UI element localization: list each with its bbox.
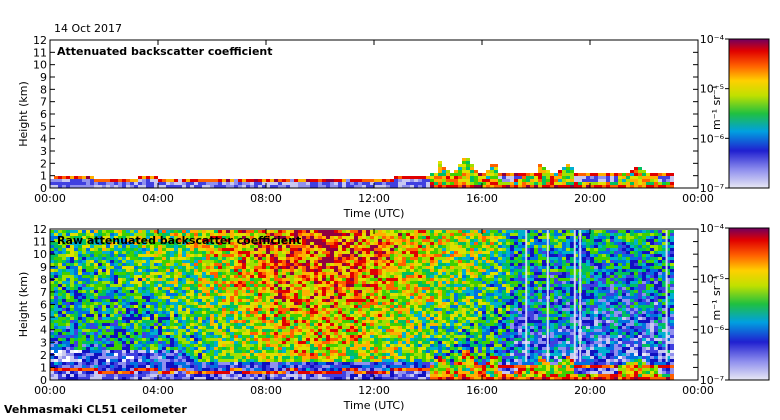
y-tick-label: 10 [33, 59, 47, 72]
y-tick-label: 0 [40, 374, 47, 387]
y-tick-label: 2 [40, 157, 47, 170]
y-tick-label: 4 [40, 133, 47, 146]
x-tick-label: 16:00 [466, 384, 498, 397]
y-tick-label: 5 [40, 311, 47, 324]
x-tick-label: 00:00 [682, 192, 714, 205]
heatmap-0 [50, 158, 674, 188]
x-axis-label: Time (UTC) [343, 399, 405, 412]
x-tick-label: 00:00 [34, 192, 66, 205]
y-tick-label: 12 [33, 223, 47, 236]
x-tick-label: 08:00 [250, 192, 282, 205]
date-label: 14 Oct 2017 [54, 22, 122, 35]
y-tick-label: 7 [40, 96, 47, 109]
colorbar-0 [728, 38, 770, 189]
colorbar-tick-label: 10⁻⁵ [700, 273, 724, 286]
y-tick-label: 4 [40, 324, 47, 337]
y-tick-label: 9 [40, 261, 47, 274]
footer-label: Vehmasmaki CL51 ceilometer [4, 403, 187, 416]
x-tick-label: 00:00 [34, 384, 66, 397]
panel-title: Attenuated backscatter coefficient [57, 45, 273, 58]
colorbar-1 [728, 227, 770, 381]
y-tick-label: 10 [33, 248, 47, 261]
y-tick-label: 1 [40, 170, 47, 183]
y-tick-label: 8 [40, 273, 47, 286]
x-tick-label: 08:00 [250, 384, 282, 397]
y-tick-label: 2 [40, 349, 47, 362]
y-tick-label: 11 [33, 46, 47, 59]
y-axis-label: Height (km) [17, 81, 30, 147]
y-axis-label: Height (km) [17, 272, 30, 338]
x-tick-label: 16:00 [466, 192, 498, 205]
colorbar-tick-label: 10⁻⁶ [700, 132, 725, 145]
heatmap-1 [50, 229, 674, 380]
plot-area-0 [50, 40, 698, 188]
y-tick-label: 11 [33, 236, 47, 249]
colorbar-tick-label: 10⁻⁴ [700, 33, 725, 46]
colorbar-tick-label: 10⁻⁴ [700, 222, 725, 235]
colorbar-tick-label: 10⁻⁵ [700, 83, 724, 96]
x-tick-label: 00:00 [682, 384, 714, 397]
x-tick-label: 20:00 [574, 384, 606, 397]
colorbar-tick-label: 10⁻⁶ [700, 323, 725, 336]
y-tick-label: 8 [40, 83, 47, 96]
y-tick-label: 12 [33, 34, 47, 47]
x-tick-label: 04:00 [142, 192, 174, 205]
y-tick-label: 7 [40, 286, 47, 299]
y-tick-label: 5 [40, 120, 47, 133]
colorbar-tick-label: 10⁻⁷ [700, 182, 724, 195]
y-tick-label: 3 [40, 145, 47, 158]
panel-title: Raw attenuated backscatter coefficient [57, 234, 301, 247]
x-tick-label: 04:00 [142, 384, 174, 397]
y-tick-label: 6 [40, 108, 47, 121]
y-tick-label: 0 [40, 182, 47, 195]
x-axis-label: Time (UTC) [343, 207, 405, 220]
y-tick-label: 6 [40, 299, 47, 312]
colorbar-label: m⁻¹ sr⁻¹ [710, 276, 723, 321]
y-tick-label: 1 [40, 361, 47, 374]
colorbar-tick-label: 10⁻⁷ [700, 374, 724, 387]
colorbar-label: m⁻¹ sr⁻¹ [710, 85, 723, 130]
y-tick-label: 3 [40, 336, 47, 349]
y-tick-label: 9 [40, 71, 47, 84]
x-tick-label: 12:00 [358, 384, 390, 397]
x-tick-label: 20:00 [574, 192, 606, 205]
x-tick-label: 12:00 [358, 192, 390, 205]
